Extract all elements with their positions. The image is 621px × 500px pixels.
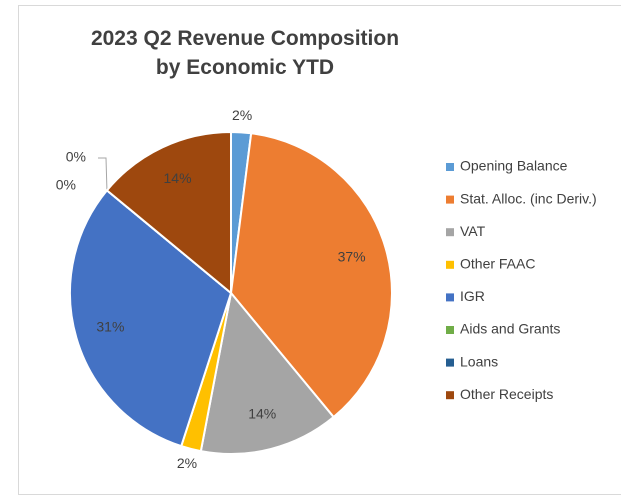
pie-slice — [105, 130, 232, 296]
legend-label: VAT — [460, 223, 486, 239]
legend-marker — [446, 260, 454, 269]
legend-label: IGR — [460, 288, 485, 304]
data-label: 2% — [232, 107, 252, 123]
legend-marker — [446, 391, 454, 400]
data-label: 14% — [248, 405, 276, 421]
legend-label: Other FAAC — [460, 256, 535, 272]
data-label: 37% — [338, 249, 366, 265]
legend-marker — [446, 195, 454, 204]
legend-marker — [446, 358, 454, 367]
legend-marker — [446, 228, 454, 237]
legend-label: Stat. Alloc. (inc Deriv.) — [460, 190, 597, 206]
legend-label: Opening Balance — [460, 158, 568, 174]
data-label: 0% — [56, 177, 76, 193]
data-label: 14% — [164, 170, 192, 186]
leader-line — [98, 157, 108, 191]
legend-marker — [446, 293, 454, 302]
pie-slice — [229, 132, 393, 419]
legend-marker — [446, 163, 454, 171]
legend-label: Other Receipts — [460, 386, 553, 402]
pie-slice — [199, 290, 336, 455]
pie-slice — [69, 188, 233, 448]
chart-title: 2023 Q2 Revenue Composition by Economic … — [90, 27, 400, 79]
data-label: 2% — [177, 455, 197, 471]
data-label: 31% — [96, 319, 124, 335]
legend-marker — [446, 326, 454, 334]
data-label: 0% — [66, 149, 86, 165]
legend-label: Loans — [460, 353, 498, 369]
legend-label: Aids and Grants — [460, 321, 560, 337]
